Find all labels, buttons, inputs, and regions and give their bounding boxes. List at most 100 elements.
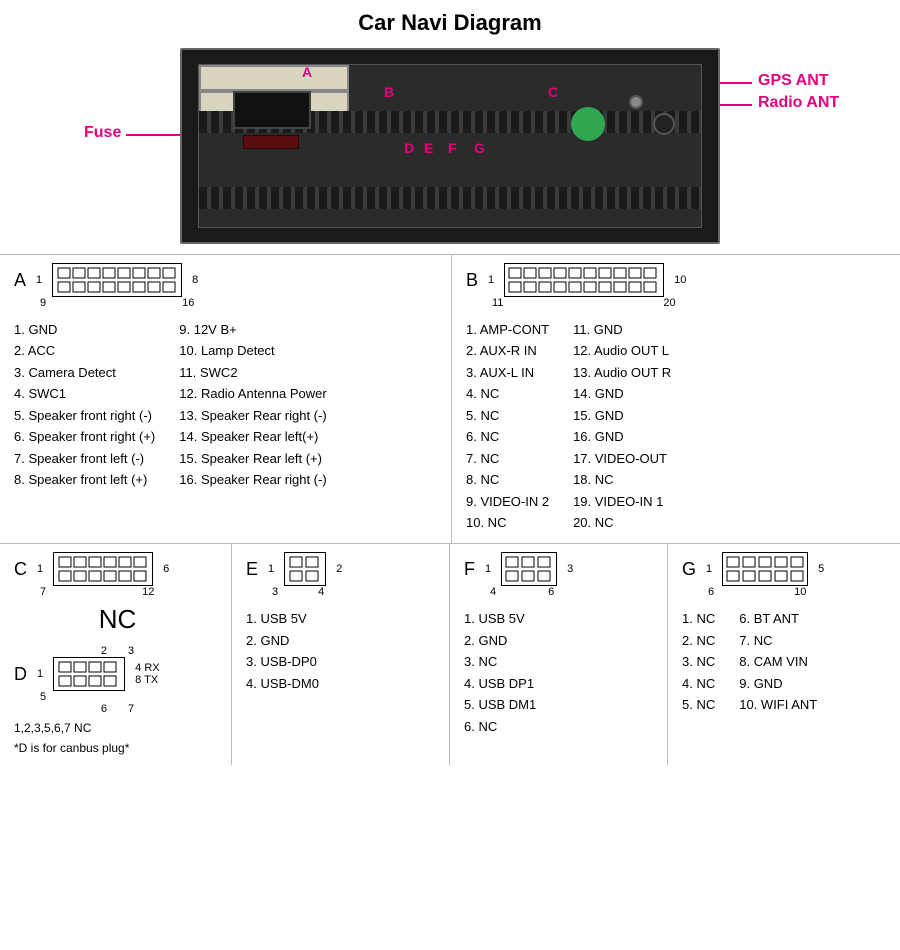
- pin-item: 10. NC: [466, 512, 549, 533]
- pin-item: 15. GND: [573, 405, 671, 426]
- e-br: 4: [318, 586, 324, 598]
- e-tl: 1: [268, 563, 274, 575]
- pin-item: 10. WIFI ANT: [739, 694, 817, 715]
- a-bl: 9: [40, 297, 46, 309]
- pin-item: 2. AUX-R IN: [466, 340, 549, 361]
- pin-item: 13. Audio OUT R: [573, 362, 671, 383]
- d-b7: 7: [128, 703, 134, 715]
- radio-ant-jack: [653, 113, 675, 135]
- pin-item: 11. SWC2: [179, 362, 326, 383]
- g-tr: 5: [818, 563, 824, 575]
- pin-item: 12. Radio Antenna Power: [179, 383, 326, 404]
- pin-item: 16. GND: [573, 426, 671, 447]
- pin-item: 7. Speaker front left (-): [14, 448, 155, 469]
- connector-f-letter: F: [464, 559, 475, 580]
- pin-item: 5. Speaker front right (-): [14, 405, 155, 426]
- pin-item: 4. NC: [682, 673, 715, 694]
- c-tr: 6: [163, 563, 169, 575]
- port-a: [233, 91, 311, 129]
- a-br: 16: [182, 297, 194, 309]
- a-tr: 8: [192, 274, 198, 286]
- connector-b-letter: B: [466, 270, 478, 291]
- connector-d-letter: D: [14, 664, 27, 685]
- row-cdefg: C 1 6 7 12 NC 2 3 D 1: [0, 543, 900, 765]
- page-title: Car Navi Diagram: [0, 0, 900, 44]
- d-note2: *D is for canbus plug*: [14, 741, 221, 755]
- connector-d-icon: [53, 657, 125, 691]
- pin-item: 6. Speaker front right (+): [14, 426, 155, 447]
- pin-item: 19. VIDEO-IN 1: [573, 491, 671, 512]
- connector-b-icon: [504, 263, 664, 297]
- pin-item: 9. GND: [739, 673, 817, 694]
- fuse-slot: [243, 135, 299, 149]
- pin-item: 14. GND: [573, 383, 671, 404]
- pin-item: 9. VIDEO-IN 2: [466, 491, 549, 512]
- row-ab: A 1 8 9 16 1. GND2. ACC3. Camera Detec: [0, 254, 900, 543]
- connector-e-letter: E: [246, 559, 258, 580]
- port-letter-e: E: [424, 140, 433, 156]
- radio-ant-label: Radio ANT: [758, 94, 839, 112]
- pin-item: 6. BT ANT: [739, 608, 817, 629]
- e-bl: 3: [272, 586, 278, 598]
- pin-item: 3. Camera Detect: [14, 362, 155, 383]
- a-pins-1-8: 1. GND2. ACC3. Camera Detect4. SWC15. Sp…: [14, 319, 155, 491]
- pin-item: 1. NC: [682, 608, 715, 629]
- pin-item: 5. USB DM1: [464, 694, 657, 715]
- g-pins-6-10: 6. BT ANT7. NC8. CAM VIN9. GND10. WIFI A…: [739, 608, 817, 715]
- pin-item: 17. VIDEO-OUT: [573, 448, 671, 469]
- d-tl: 1: [37, 668, 43, 680]
- pin-item: 2. NC: [682, 630, 715, 651]
- pin-item: 2. GND: [464, 630, 657, 651]
- pin-item: 13. Speaker Rear right (-): [179, 405, 326, 426]
- pin-item: 16. Speaker Rear right (-): [179, 469, 326, 490]
- d-tr: 4: [135, 662, 141, 674]
- a-tl: 1: [36, 274, 42, 286]
- a-pins-9-16: 9. 12V B+10. Lamp Detect11. SWC212. Radi…: [179, 319, 326, 491]
- connector-a-icon: [52, 263, 182, 297]
- c-tl: 1: [37, 563, 43, 575]
- connector-g-letter: G: [682, 559, 696, 580]
- d-note1: 1,2,3,5,6,7 NC: [14, 721, 221, 735]
- port-letter-d: D: [404, 140, 414, 156]
- f-tl: 1: [485, 563, 491, 575]
- pin-item: 7. NC: [739, 630, 817, 651]
- pin-item: 3. USB-DP0: [246, 651, 439, 672]
- pin-item: 6. NC: [464, 716, 657, 737]
- connector-g-icon: [722, 552, 808, 586]
- port-letter-b: B: [384, 84, 394, 100]
- pin-item: 2. ACC: [14, 340, 155, 361]
- pin-item: 3. NC: [682, 651, 715, 672]
- pin-item: 18. NC: [573, 469, 671, 490]
- g-bl: 6: [708, 586, 714, 598]
- pin-item: 11. GND: [573, 319, 671, 340]
- pin-item: 2. GND: [246, 630, 439, 651]
- connector-e-icon: [284, 552, 326, 586]
- pin-item: 5. NC: [682, 694, 715, 715]
- gps-ant-jack: [629, 95, 643, 109]
- pin-item: 3. AUX-L IN: [466, 362, 549, 383]
- f-bl: 4: [490, 586, 496, 598]
- pin-item: 20. NC: [573, 512, 671, 533]
- d-bl: 5: [40, 691, 46, 703]
- connector-f-icon: [501, 552, 557, 586]
- b-br: 20: [663, 297, 675, 309]
- port-letter-g: G: [474, 140, 485, 156]
- pin-item: 8. Speaker front left (+): [14, 469, 155, 490]
- f-pins: 1. USB 5V2. GND3. NC4. USB DP15. USB DM1…: [464, 608, 657, 737]
- pin-item: 7. NC: [466, 448, 549, 469]
- d-t3: 3: [128, 645, 134, 657]
- f-br: 6: [548, 586, 554, 598]
- g-br: 10: [794, 586, 806, 598]
- pin-item: 9. 12V B+: [179, 319, 326, 340]
- pin-item: 6. NC: [466, 426, 549, 447]
- pin-item: 4. USB DP1: [464, 673, 657, 694]
- pin-item: 14. Speaker Rear left(+): [179, 426, 326, 447]
- pin-item: 5. NC: [466, 405, 549, 426]
- qc-pass-sticker: [571, 107, 605, 141]
- d-t2: 2: [101, 645, 107, 657]
- b-tr: 10: [674, 274, 686, 286]
- b-pins-11-20: 11. GND12. Audio OUT L13. Audio OUT R14.…: [573, 319, 671, 533]
- fuse-label: Fuse: [84, 124, 121, 142]
- port-letter-c: C: [548, 84, 558, 100]
- d-tx: TX: [144, 674, 158, 686]
